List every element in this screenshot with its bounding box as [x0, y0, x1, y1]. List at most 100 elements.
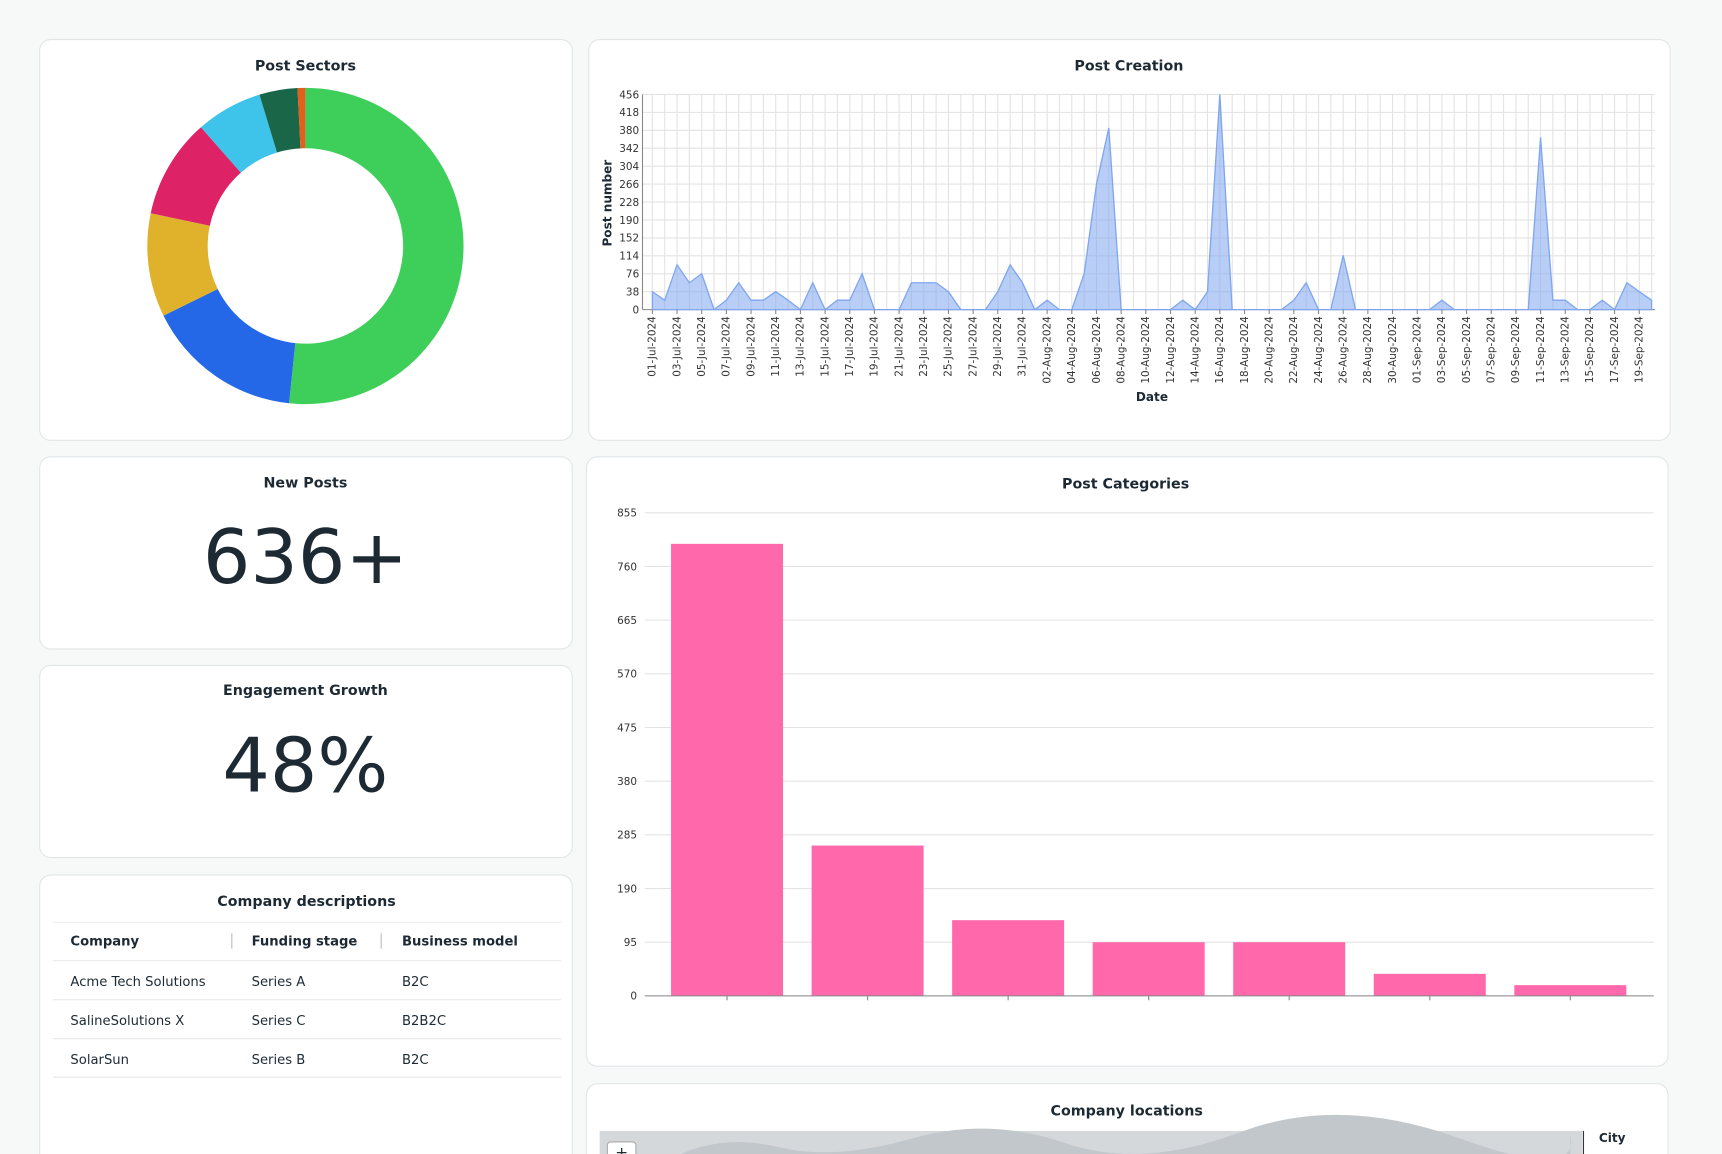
y-tick-label: 266	[619, 179, 639, 191]
x-tick-label: 22-Aug-2024	[1288, 316, 1300, 384]
chart-title: Post Sectors	[255, 58, 356, 74]
y-tick-label: 190	[617, 883, 637, 895]
x-tick-label: 15-Sep-2024	[1584, 316, 1596, 383]
y-tick-label: 285	[617, 830, 637, 842]
zoom-in-icon: +	[615, 1143, 628, 1154]
card	[39, 38, 573, 441]
x-tick-label: 03-Jul-2024	[671, 316, 683, 377]
x-tick-label: 05-Jul-2024	[696, 316, 708, 377]
bar	[1233, 942, 1346, 996]
y-tick-label: 152	[619, 233, 639, 245]
bar	[1092, 942, 1205, 996]
x-tick-label: 08-Aug-2024	[1115, 316, 1127, 384]
y-tick-label: 114	[619, 251, 639, 263]
x-tick-label: 24-Aug-2024	[1313, 316, 1325, 384]
x-tick-label: 13-Jul-2024	[795, 316, 807, 377]
y-tick-label: 76	[626, 269, 639, 281]
bar	[671, 543, 784, 996]
x-tick-label: 15-Jul-2024	[819, 316, 831, 377]
table-title: Company descriptions	[217, 894, 396, 910]
pie-slice	[147, 213, 218, 316]
kpi-title: New Posts	[263, 476, 347, 492]
y-tick-label: 418	[619, 107, 639, 119]
bar	[952, 920, 1065, 996]
x-tick-label: 17-Sep-2024	[1609, 316, 1621, 383]
x-tick-label: 13-Sep-2024	[1560, 316, 1572, 383]
table-cell: B2B2C	[402, 1014, 446, 1029]
y-tick-label: 380	[619, 125, 639, 137]
x-tick-label: 27-Jul-2024	[967, 316, 979, 377]
bar	[1514, 985, 1627, 996]
x-tick-label: 16-Aug-2024	[1214, 316, 1226, 384]
x-tick-label: 23-Jul-2024	[918, 316, 930, 377]
x-tick-label: 05-Sep-2024	[1461, 316, 1473, 383]
kpi-value: 636+	[203, 514, 408, 601]
map-title: Company locations	[1051, 1104, 1203, 1120]
x-tick-label: 09-Jul-2024	[745, 316, 757, 377]
column-header: Company	[70, 934, 139, 949]
y-tick-label: 760	[617, 561, 637, 573]
y-tick-label: 855	[617, 508, 637, 520]
x-tick-label: 18-Aug-2024	[1239, 316, 1251, 384]
kpi-title: Engagement Growth	[223, 683, 388, 699]
chart-title: Post Categories	[1062, 477, 1189, 493]
table-cell: B2C	[402, 975, 429, 990]
chart-title: Post Creation	[1074, 58, 1183, 74]
y-tick-label: 95	[624, 937, 637, 949]
map-land	[680, 1114, 1572, 1154]
x-tick-label: 01-Sep-2024	[1412, 316, 1424, 383]
zoom-in-button[interactable]	[606, 1141, 637, 1154]
pie-slice	[297, 87, 306, 149]
y-tick-label: 190	[619, 215, 639, 227]
table-cell: Series A	[252, 975, 306, 990]
legend-title: City	[1599, 1131, 1626, 1145]
card	[39, 664, 573, 859]
pie-slice	[259, 88, 301, 153]
y-tick-label: 0	[633, 304, 640, 316]
x-tick-label: 11-Jul-2024	[770, 316, 782, 377]
x-tick-label: 02-Aug-2024	[1041, 316, 1053, 384]
pie-slice	[200, 94, 277, 173]
y-tick-label: 456	[619, 89, 639, 101]
x-tick-label: 07-Sep-2024	[1486, 316, 1498, 383]
x-tick-label: 20-Aug-2024	[1263, 316, 1275, 384]
pie-slice	[163, 289, 296, 404]
card	[39, 874, 573, 1154]
x-tick-label: 25-Jul-2024	[943, 316, 955, 377]
x-tick-label: 09-Sep-2024	[1510, 316, 1522, 383]
x-tick-label: 19-Sep-2024	[1634, 316, 1646, 383]
x-tick-label: 21-Jul-2024	[893, 316, 905, 377]
column-header: Funding stage	[252, 934, 358, 949]
x-tick-label: 12-Aug-2024	[1165, 316, 1177, 384]
x-tick-label: 30-Aug-2024	[1387, 316, 1399, 384]
y-tick-label: 380	[617, 776, 637, 788]
x-tick-label: 29-Jul-2024	[992, 316, 1004, 377]
x-tick-label: 28-Aug-2024	[1362, 316, 1374, 384]
x-tick-label: 03-Sep-2024	[1436, 316, 1448, 383]
y-tick-label: 342	[619, 143, 639, 155]
y-tick-label: 475	[617, 722, 637, 734]
x-tick-label: 01-Jul-2024	[647, 316, 659, 377]
column-header: Business model	[402, 934, 518, 949]
bar	[1373, 973, 1486, 996]
table-cell: SolarSun	[70, 1053, 129, 1068]
card	[588, 38, 1671, 441]
pie-slice	[150, 127, 241, 226]
x-tick-label: 26-Aug-2024	[1337, 316, 1349, 384]
table-cell: B2C	[402, 1053, 429, 1068]
x-tick-label: 17-Jul-2024	[844, 316, 856, 377]
table-cell: SalineSolutions X	[70, 1014, 184, 1029]
x-tick-label: 04-Aug-2024	[1066, 316, 1078, 384]
kpi-value: 48%	[222, 723, 388, 810]
x-tick-label: 07-Jul-2024	[721, 316, 733, 377]
x-tick-label: 10-Aug-2024	[1140, 316, 1152, 384]
area	[651, 94, 1653, 311]
y-tick-label: 665	[617, 615, 637, 627]
table-cell: Acme Tech Solutions	[70, 975, 205, 990]
x-tick-label: 11-Sep-2024	[1535, 316, 1547, 383]
y-tick-label: 304	[619, 161, 639, 173]
x-tick-label: 31-Jul-2024	[1017, 316, 1029, 377]
